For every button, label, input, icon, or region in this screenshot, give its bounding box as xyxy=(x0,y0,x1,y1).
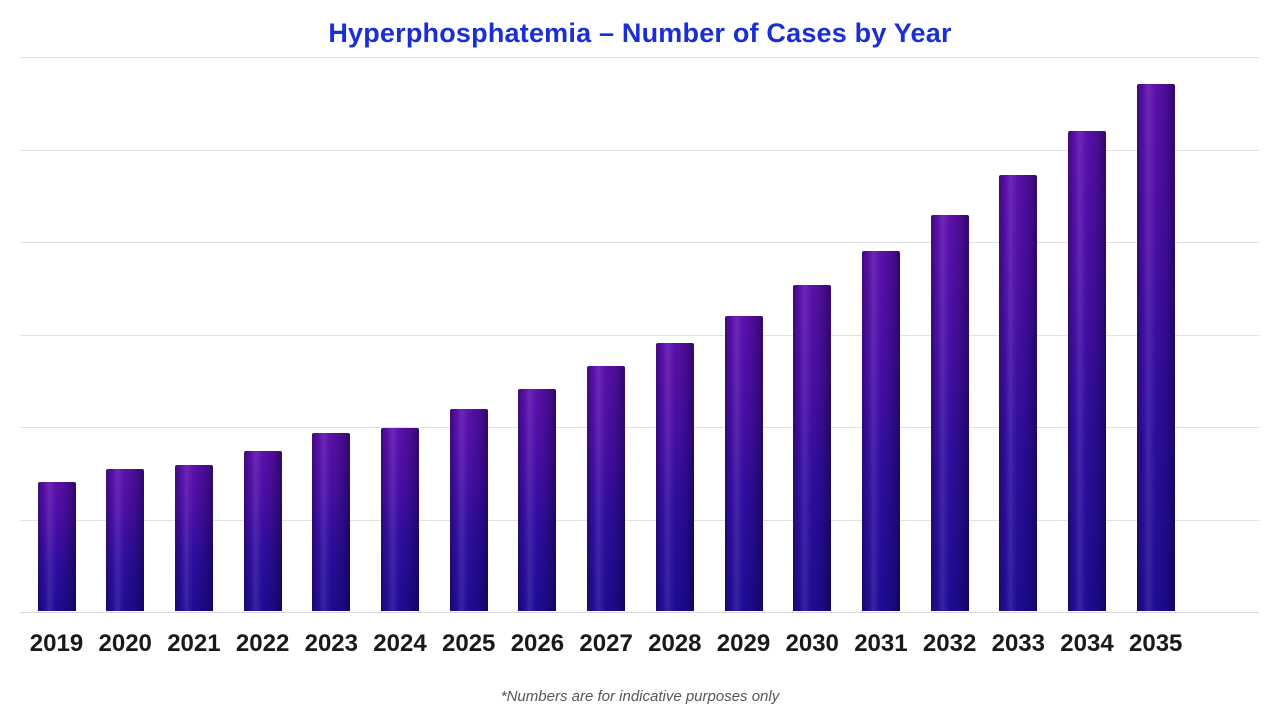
x-tick-label-2027: 2027 xyxy=(579,630,633,657)
gridline xyxy=(20,519,1259,521)
x-tick-label-2020: 2020 xyxy=(98,630,152,657)
gridline xyxy=(20,57,1259,58)
gridline xyxy=(20,149,1259,151)
x-tick-label-2025: 2025 xyxy=(441,630,496,657)
x-tick-label-2030: 2030 xyxy=(785,630,839,657)
bar-2031 xyxy=(861,251,900,611)
x-axis-labels: 2019 2020 2021 2022 2023 2024 2025 2026 2027 2028… xyxy=(20,630,1259,660)
x-tick-label-2024: 2024 xyxy=(373,630,427,657)
bar-2029 xyxy=(724,315,763,611)
bar-2030 xyxy=(793,285,832,611)
x-tick-label-2026: 2026 xyxy=(510,630,565,657)
x-tick-label-2022: 2022 xyxy=(235,630,290,657)
x-tick-label-2031: 2031 xyxy=(854,630,908,657)
x-tick-label-2033: 2033 xyxy=(991,630,1045,657)
chart-title: Hyperphosphatemia – Number of Cases by Y… xyxy=(328,18,952,48)
bar-2022 xyxy=(243,450,282,611)
gridline xyxy=(20,242,1259,243)
x-tick-label-2032: 2032 xyxy=(922,630,977,657)
x-tick-label-2019: 2019 xyxy=(29,630,84,657)
chart-footnote: *Numbers are for indicative purposes onl… xyxy=(500,688,780,705)
bar-2024 xyxy=(381,427,419,611)
bar-2019 xyxy=(37,482,76,611)
bar-2023 xyxy=(312,433,351,611)
x-axis-baseline xyxy=(20,612,1259,613)
x-tick-label-2034: 2034 xyxy=(1060,630,1114,657)
chart-plot xyxy=(20,57,1259,613)
bar-2032 xyxy=(930,215,969,611)
bar-2025 xyxy=(449,409,488,611)
x-tick-label-2028: 2028 xyxy=(648,630,702,657)
x-tick-label-2021: 2021 xyxy=(167,630,221,657)
bar-2028 xyxy=(655,342,694,611)
x-tick-label-2023: 2023 xyxy=(304,630,358,657)
bar-2033 xyxy=(999,175,1038,611)
bar-2034 xyxy=(1068,130,1106,611)
bar-2021 xyxy=(174,464,213,611)
gridline xyxy=(20,427,1259,428)
bar-2026 xyxy=(518,389,557,611)
bar-2020 xyxy=(106,469,145,611)
gridline xyxy=(20,334,1259,336)
x-tick-label-2035: 2035 xyxy=(1128,630,1183,657)
bar-2035 xyxy=(1136,83,1175,611)
bar-2027 xyxy=(587,365,626,611)
x-tick-label-2029: 2029 xyxy=(716,630,771,657)
